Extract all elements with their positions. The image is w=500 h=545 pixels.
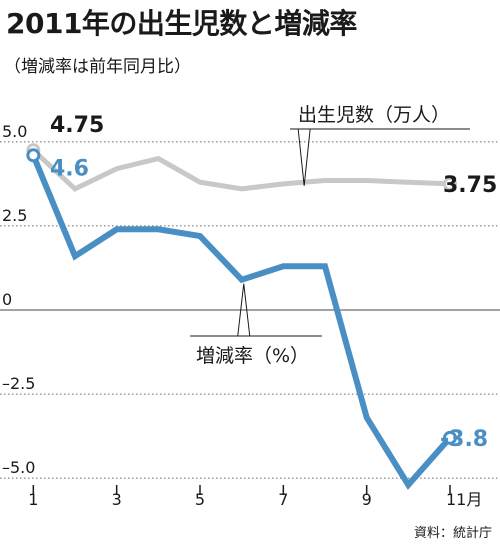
rate-start-label: 4.6 <box>50 156 89 181</box>
y-tick-label: 0 <box>2 290 12 309</box>
rate-line <box>30 154 453 490</box>
rate-marker <box>26 148 41 163</box>
source-note: 資料：統計庁 <box>413 526 492 541</box>
births-line <box>31 148 451 192</box>
chart-subtitle: （増減率は前年同月比） <box>4 57 191 77</box>
x-tick-label: 1 <box>28 490 38 509</box>
x-tick-label: 11月 <box>446 490 482 509</box>
births-end-label: 3.75 <box>443 173 497 198</box>
chart-title: 2011年の出生児数と増減率 <box>6 7 357 40</box>
births-marker <box>443 176 457 191</box>
x-tick-label: 7 <box>278 490 288 509</box>
y-tick-label: 2.5 <box>2 206 27 225</box>
rate-series-label: 増減率（%） <box>196 345 309 367</box>
births-callout-pointer <box>297 128 311 186</box>
y-tick-label: –5.0 <box>2 458 35 477</box>
y-tick-label: –2.5 <box>2 374 35 393</box>
x-tick-label: 3 <box>112 490 122 509</box>
births-series-label: 出生児数（万人） <box>298 104 450 126</box>
rate-marker <box>443 430 457 445</box>
x-tick-label: 9 <box>362 490 372 509</box>
rate-callout-pointer <box>237 283 251 337</box>
births-start-label: 4.75 <box>50 113 104 138</box>
rate-end-label: -3.8 <box>440 427 488 452</box>
x-tick-label: 5 <box>195 490 205 509</box>
y-tick-label: 5.0 <box>2 122 27 141</box>
